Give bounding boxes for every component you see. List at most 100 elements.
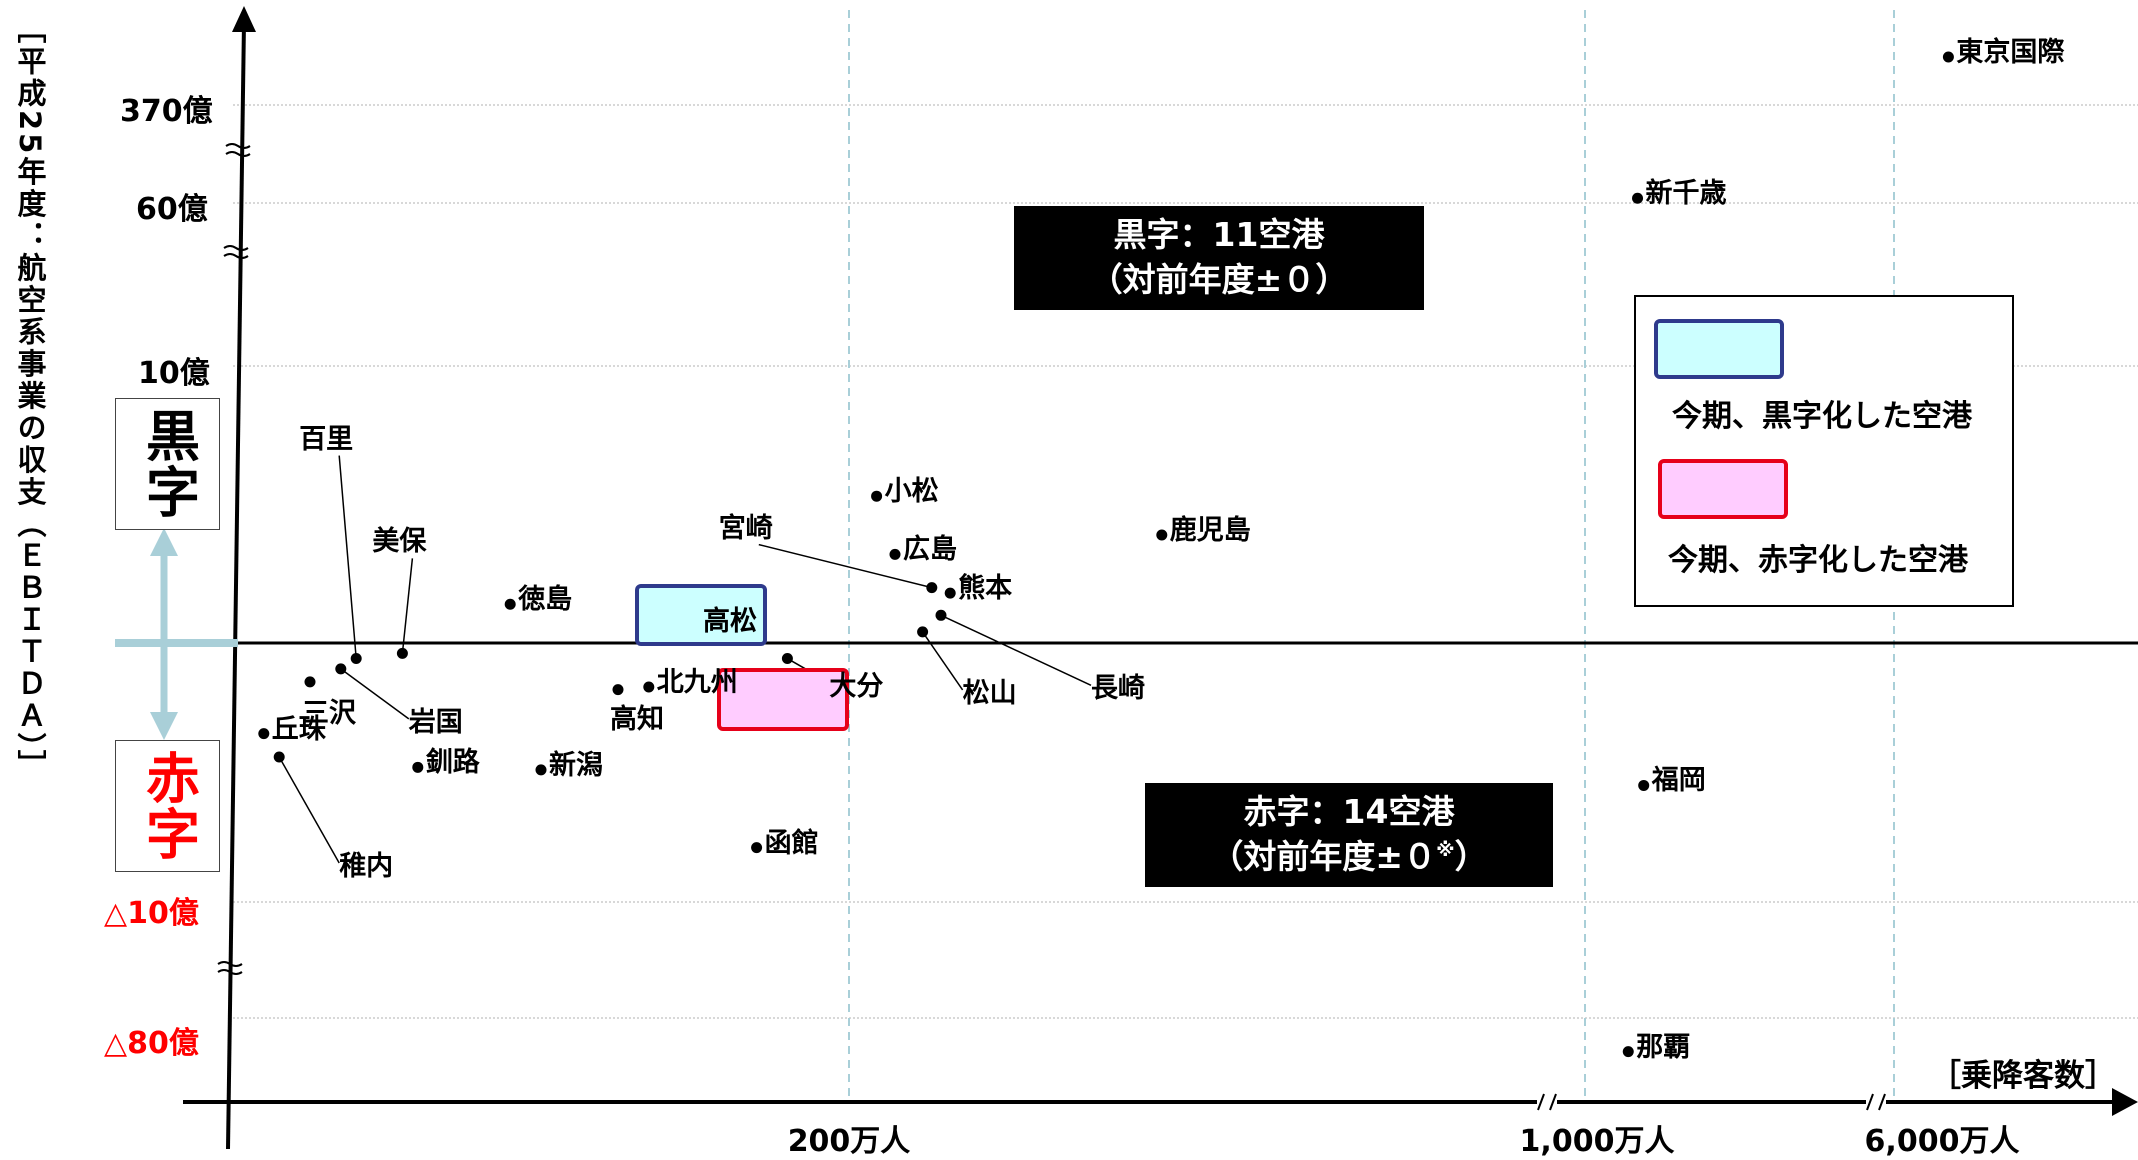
data-point bbox=[258, 728, 270, 740]
data-point bbox=[535, 764, 547, 776]
loss-side-box: 赤字 bbox=[115, 740, 220, 872]
point-label: 丘珠 bbox=[271, 713, 326, 745]
point-label: 小松 bbox=[884, 476, 939, 508]
data-point bbox=[1632, 192, 1644, 204]
x-axis-break-mark bbox=[1866, 1093, 1886, 1111]
leader-line bbox=[401, 558, 414, 654]
data-point bbox=[917, 626, 929, 638]
data-point bbox=[412, 761, 424, 773]
loss-side-label: 赤字 bbox=[136, 750, 200, 862]
loss-summary-sub-line: （対前年度±０※） bbox=[1210, 835, 1487, 880]
highlight-box-takamatsu bbox=[635, 584, 767, 646]
highlight-box-oita bbox=[717, 668, 849, 731]
y-axis-line bbox=[226, 21, 246, 1149]
data-point bbox=[871, 490, 883, 502]
loss-summary-sub: （対前年度±０ bbox=[1210, 837, 1437, 876]
x-tick-200: 200万人 bbox=[787, 1124, 911, 1159]
point-label: 新千歳 bbox=[1645, 178, 1727, 210]
point-label: 北九州 bbox=[656, 667, 738, 699]
point-label: 鹿児島 bbox=[1169, 514, 1251, 546]
point-label: 熊本 bbox=[958, 573, 1013, 605]
y-tick-minus-80: △80億 bbox=[104, 1026, 199, 1061]
point-label: 稚内 bbox=[339, 850, 394, 882]
point-label: 福岡 bbox=[1651, 765, 1706, 797]
data-point bbox=[304, 676, 316, 688]
leader-line bbox=[758, 543, 932, 589]
y-tick-10: 10億 bbox=[138, 356, 210, 391]
data-point bbox=[889, 548, 901, 560]
y-tick-370: 370億 bbox=[120, 94, 213, 129]
data-points bbox=[258, 51, 1954, 1058]
y-axis-label: ［平成25年度：航空系事業の収支（ＥＢＩＴＤＡ）］ bbox=[13, 14, 47, 782]
point-label: 美保 bbox=[372, 526, 427, 558]
data-point bbox=[935, 609, 947, 621]
legend: 今期、黒字化した空港 今期、赤字化した空港 bbox=[1634, 295, 2014, 607]
point-label: 大分 bbox=[829, 670, 884, 702]
profit-side-box: 黒字 bbox=[115, 398, 220, 530]
point-label: 高知 bbox=[610, 703, 664, 735]
data-point bbox=[781, 653, 793, 665]
data-point bbox=[1156, 529, 1168, 541]
profit-summary-title: 黒字：11空港 bbox=[1113, 215, 1325, 255]
data-point bbox=[273, 751, 285, 763]
y-axis-break-mark bbox=[225, 143, 251, 157]
point-label: 三沢 bbox=[302, 697, 356, 729]
data-point bbox=[396, 647, 408, 659]
leader-line bbox=[338, 455, 357, 659]
data-point bbox=[612, 684, 624, 696]
legend-label-loss: 今期、赤字化した空港 bbox=[1668, 543, 1968, 578]
y-axis-label-wrap: ［平成25年度：航空系事業の収支（ＥＢＩＴＤＡ）］ bbox=[8, 14, 52, 782]
grid-lines bbox=[233, 10, 2138, 1102]
point-label: 東京国際 bbox=[1956, 37, 2065, 68]
x-tick-1000: 1,000万人 bbox=[1519, 1124, 1675, 1159]
legend-swatch-loss bbox=[1658, 459, 1788, 519]
legend-swatch-profit bbox=[1654, 319, 1784, 379]
leader-line bbox=[340, 668, 410, 720]
data-point bbox=[1638, 779, 1650, 791]
data-point bbox=[1622, 1046, 1634, 1058]
point-label: 那覇 bbox=[1636, 1031, 1691, 1063]
leader-line bbox=[278, 756, 340, 864]
point-label: 高松 bbox=[703, 606, 757, 638]
leader-line bbox=[921, 631, 964, 691]
point-label: 広島 bbox=[903, 534, 957, 566]
leader-lines bbox=[278, 455, 1092, 864]
data-point bbox=[926, 582, 938, 594]
data-point bbox=[1942, 51, 1954, 63]
y-tick-minus-10: △10億 bbox=[104, 896, 199, 931]
point-label: 宮崎 bbox=[718, 512, 773, 544]
loss-summary-box: 赤字：14空港 （対前年度±０※） bbox=[1145, 783, 1553, 887]
profit-summary-sub: （対前年度±０） bbox=[1089, 260, 1349, 299]
point-label: 函館 bbox=[764, 827, 819, 859]
x-axis-break-mark bbox=[1537, 1093, 1557, 1111]
data-point bbox=[751, 842, 763, 854]
axes bbox=[115, 6, 2138, 1149]
profit-summary-box: 黒字：11空港 （対前年度±０） bbox=[1014, 206, 1424, 310]
data-point bbox=[350, 653, 362, 665]
data-point bbox=[944, 587, 956, 599]
leader-line bbox=[940, 614, 1092, 686]
point-label: 百里 bbox=[299, 423, 354, 455]
data-point bbox=[643, 681, 655, 693]
point-label: 新潟 bbox=[549, 749, 603, 781]
y-axis-arrowhead bbox=[232, 6, 256, 32]
point-label: 岩国 bbox=[408, 706, 463, 738]
point-label: 徳島 bbox=[518, 584, 573, 616]
profit-arrowhead bbox=[150, 528, 178, 556]
x-tick-6000: 6,000万人 bbox=[1864, 1124, 2020, 1159]
y-tick-60: 60億 bbox=[136, 192, 208, 227]
y-axis-break-mark bbox=[217, 961, 243, 975]
loss-summary-close: ） bbox=[1454, 837, 1488, 876]
profit-side-label: 黒字 bbox=[136, 408, 200, 520]
data-point bbox=[335, 663, 347, 675]
x-axis-label: ［乗降客数］ bbox=[1930, 1058, 2116, 1094]
x-axis-arrowhead bbox=[2112, 1088, 2138, 1116]
point-label: 松山 bbox=[962, 677, 1017, 709]
loss-arrowhead bbox=[150, 712, 178, 740]
data-point bbox=[504, 598, 516, 610]
loss-summary-note: ※ bbox=[1436, 839, 1455, 861]
legend-label-profit: 今期、黒字化した空港 bbox=[1672, 399, 1972, 434]
point-label: 釧路 bbox=[425, 747, 480, 779]
loss-summary-title: 赤字：14空港 bbox=[1243, 792, 1455, 832]
